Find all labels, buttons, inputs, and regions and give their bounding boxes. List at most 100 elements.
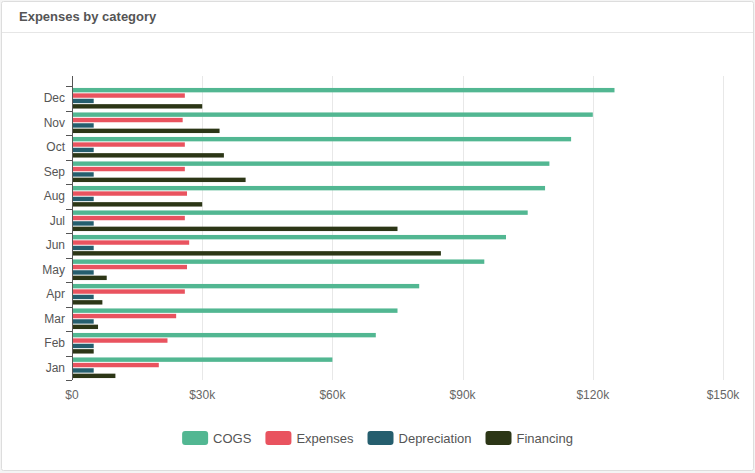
bar (72, 112, 593, 116)
y-tick-label: Mar (44, 312, 65, 326)
bar (72, 246, 94, 250)
grid-line (463, 76, 464, 380)
bar (72, 319, 94, 323)
legend-swatch (368, 431, 394, 445)
card (2, 2, 754, 471)
bar (72, 357, 332, 361)
category-tick (66, 160, 72, 161)
bar (72, 300, 102, 304)
category-tick (66, 258, 72, 259)
bar (72, 148, 94, 152)
bar (72, 153, 224, 157)
category-tick (66, 282, 72, 283)
bar (72, 172, 94, 176)
chart: Expenses by category $0 $30k $60k $90k $120k $… (0, 0, 755, 473)
bar (72, 104, 202, 108)
legend-swatch (182, 431, 208, 445)
grid-line (593, 76, 594, 380)
bar (72, 197, 94, 201)
legend-item: Financing (486, 431, 573, 446)
title: Expenses by category (19, 9, 157, 24)
legend-swatch (265, 431, 291, 445)
legend-item: COGS (182, 431, 252, 446)
y-tick-label: May (42, 263, 65, 277)
bar (72, 363, 159, 367)
bar (72, 259, 484, 263)
bar (72, 276, 107, 280)
legend-item: Depreciation (368, 431, 472, 446)
x-tick-label: $30k (189, 388, 216, 402)
bar (72, 186, 545, 190)
category-tick (66, 380, 72, 381)
category-tick (66, 331, 72, 332)
y-tick-label: Feb (44, 336, 65, 350)
category-tick (66, 184, 72, 185)
bar (72, 137, 571, 141)
bar (72, 349, 94, 353)
bar (72, 221, 94, 225)
y-tick-label: Jan (46, 361, 65, 375)
bar (72, 344, 94, 348)
y-tick-label: Jul (50, 214, 65, 228)
legend-swatch (486, 431, 512, 445)
bars (72, 88, 615, 378)
category-tick-end (66, 86, 72, 87)
y-tick-label: Aug (44, 189, 65, 203)
legend-label: Financing (517, 431, 573, 446)
category-tick (66, 135, 72, 136)
bar (72, 333, 376, 337)
y-tick-label: Oct (46, 140, 65, 154)
bar (72, 167, 185, 171)
bar (72, 295, 94, 299)
y-tick-label: Apr (46, 287, 65, 301)
bar (72, 314, 176, 318)
category-tick (66, 356, 72, 357)
category-tick (66, 209, 72, 210)
x-tick-label: $0 (65, 388, 79, 402)
x-tick-label: $150k (707, 388, 741, 402)
legend: COGS Expenses Depreciation Financing (182, 431, 573, 446)
bar (72, 88, 615, 92)
x-tick-label: $120k (576, 388, 610, 402)
legend-item: Expenses (265, 431, 354, 446)
bar (72, 325, 98, 329)
bar (72, 93, 185, 97)
bar (72, 99, 94, 103)
legend-label: Expenses (296, 431, 354, 446)
y-tick-label: Jun (46, 238, 65, 252)
bar (72, 191, 187, 195)
bar (72, 227, 398, 231)
bar (72, 368, 94, 372)
y-tick-label: Dec (44, 91, 65, 105)
bar (72, 123, 94, 127)
bar (72, 216, 185, 220)
bar (72, 235, 506, 239)
header-divider (2, 32, 753, 33)
bar (72, 240, 189, 244)
y-tick-label: Nov (44, 116, 65, 130)
x-tick-label: $90k (450, 388, 477, 402)
bar (72, 374, 115, 378)
bar (72, 284, 419, 288)
bar (72, 308, 398, 312)
bar (72, 161, 549, 165)
legend-label: COGS (213, 431, 252, 446)
bar (72, 142, 185, 146)
grid-line (723, 76, 724, 380)
y-tick-label: Sep (44, 165, 66, 179)
bar (72, 289, 185, 293)
bar (72, 178, 246, 182)
x-tick-label: $60k (319, 388, 346, 402)
bar (72, 265, 187, 269)
category-tick (66, 111, 72, 112)
bar (72, 270, 94, 274)
y-axis-line (72, 76, 73, 380)
bar (72, 338, 167, 342)
bar (72, 251, 441, 255)
bar (72, 129, 220, 133)
bar (72, 202, 202, 206)
category-tick (66, 233, 72, 234)
bar (72, 118, 183, 122)
legend-label: Depreciation (399, 431, 472, 446)
category-tick (66, 307, 72, 308)
